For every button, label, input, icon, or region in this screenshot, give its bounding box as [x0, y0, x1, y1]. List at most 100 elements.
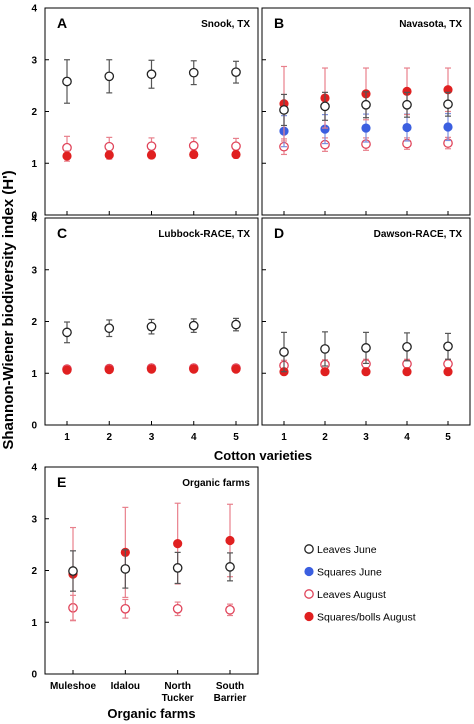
- x-axis-title-organic-farms: Organic farms: [107, 706, 195, 721]
- data-point: [443, 341, 453, 352]
- data-point: [68, 566, 78, 576]
- data-point: [402, 122, 412, 133]
- data-point: [361, 367, 371, 377]
- data-point: [62, 76, 72, 87]
- data-point: [443, 359, 453, 369]
- data-point: [402, 367, 412, 377]
- y-tick-label: 3: [31, 265, 37, 276]
- data-point: [172, 563, 183, 573]
- series-leaves-august: [62, 135, 241, 160]
- panel-site-label: Organic farms: [182, 478, 250, 489]
- x-tick-label: North: [164, 681, 191, 692]
- data-point: [225, 604, 235, 615]
- legend-marker: [304, 566, 314, 577]
- series-leaves-june: [279, 331, 453, 373]
- data-point: [62, 327, 72, 338]
- y-tick-label: 0: [31, 670, 37, 681]
- data-point: [172, 603, 183, 614]
- x-tick-label: South: [216, 681, 244, 692]
- series-squares-bolls-august: [279, 367, 453, 377]
- legend-marker: [304, 589, 314, 599]
- series-leaves-june: [62, 59, 241, 104]
- data-point: [62, 151, 72, 161]
- y-tick-label: 0: [31, 421, 37, 432]
- data-point: [146, 69, 157, 80]
- x-tick-label: 4: [191, 432, 197, 443]
- series-leaves-august: [68, 594, 235, 621]
- x-tick-label: 3: [149, 432, 155, 443]
- panel-letter: B: [274, 15, 284, 31]
- data-point: [225, 535, 235, 546]
- legend-label: Squares June: [317, 567, 382, 579]
- y-axis-title: Shannon-Wiener biodiversity index (H'): [0, 170, 17, 449]
- legend: Leaves June Squares June Leaves August Squa…: [304, 544, 416, 624]
- data-point: [443, 99, 453, 110]
- x-tick-label: 3: [363, 432, 369, 443]
- panel-a: 0 1 2 3 4 A Snook, TX: [31, 4, 259, 222]
- y-tick-label: 3: [31, 514, 37, 525]
- panels: 0 1 2 3 4 A Snook, TX B Navasota, TX 0 1 2 3 4 1 2 3 4 5 C L…: [31, 4, 471, 721]
- panel-letter: C: [57, 225, 67, 241]
- panel-letter: D: [274, 225, 284, 241]
- x-tick-label: 1: [281, 432, 287, 443]
- x-tick-label: Muleshoe: [50, 681, 97, 692]
- legend-entry-squares-bolls-august: Squares/bolls August: [304, 612, 416, 624]
- legend-label: Leaves August: [317, 589, 386, 601]
- x-tick-label: 2: [106, 432, 112, 443]
- data-point: [231, 67, 241, 78]
- y-tick-label: 1: [31, 618, 37, 629]
- panel-letter: E: [57, 474, 66, 490]
- data-point: [320, 101, 330, 112]
- series-squares-bolls-august: [62, 149, 241, 162]
- panel-site-label: Lubbock-RACE, TX: [158, 229, 250, 240]
- data-point: [104, 150, 114, 160]
- y-tick-label: 4: [31, 463, 37, 474]
- data-point: [443, 367, 453, 377]
- panel-site-label: Dawson-RACE, TX: [374, 229, 463, 240]
- data-point: [361, 99, 371, 110]
- data-point: [279, 105, 289, 115]
- data-point: [402, 99, 412, 110]
- x-tick-label: Barrier: [214, 693, 247, 704]
- data-point: [173, 538, 183, 549]
- legend-entry-squares-june: Squares June: [304, 566, 382, 579]
- data-point: [188, 140, 199, 151]
- data-point: [189, 149, 199, 160]
- data-point: [146, 141, 157, 152]
- data-point: [120, 603, 131, 614]
- panel-site-label: Navasota, TX: [399, 19, 462, 30]
- x-tick-label: Idalou: [111, 681, 140, 692]
- data-point: [120, 564, 131, 574]
- panel-d: 1 2 3 4 5 D Dawson-RACE, TX: [261, 217, 471, 443]
- data-point: [361, 123, 371, 133]
- data-point: [189, 364, 199, 374]
- data-point: [225, 562, 235, 572]
- y-tick-label: 2: [31, 107, 37, 118]
- data-point: [402, 342, 412, 352]
- legend-label: Squares/bolls August: [317, 612, 416, 624]
- y-tick-label: 0: [31, 211, 37, 222]
- series-leaves-june: [279, 91, 453, 127]
- series-squares-bolls-august: [62, 364, 241, 375]
- data-point: [188, 67, 199, 78]
- series-leaves-june: [62, 317, 241, 344]
- panel-frame: [44, 7, 259, 216]
- data-point: [320, 344, 330, 354]
- y-tick-label: 2: [31, 317, 37, 328]
- data-point: [361, 343, 371, 353]
- data-point: [320, 367, 330, 377]
- panel-letter: A: [57, 15, 67, 31]
- data-point: [231, 141, 241, 152]
- data-point: [188, 320, 199, 331]
- panel-frame: [261, 217, 471, 426]
- series-leaves-june: [68, 549, 235, 592]
- y-tick-label: 2: [31, 566, 37, 577]
- data-point: [104, 323, 115, 334]
- legend-entry-leaves-june: Leaves June: [304, 544, 377, 556]
- series-squares-june: [279, 112, 453, 148]
- data-point: [146, 150, 157, 160]
- data-point: [62, 365, 72, 375]
- panel-b: B Navasota, TX: [261, 7, 471, 216]
- data-point: [443, 122, 453, 132]
